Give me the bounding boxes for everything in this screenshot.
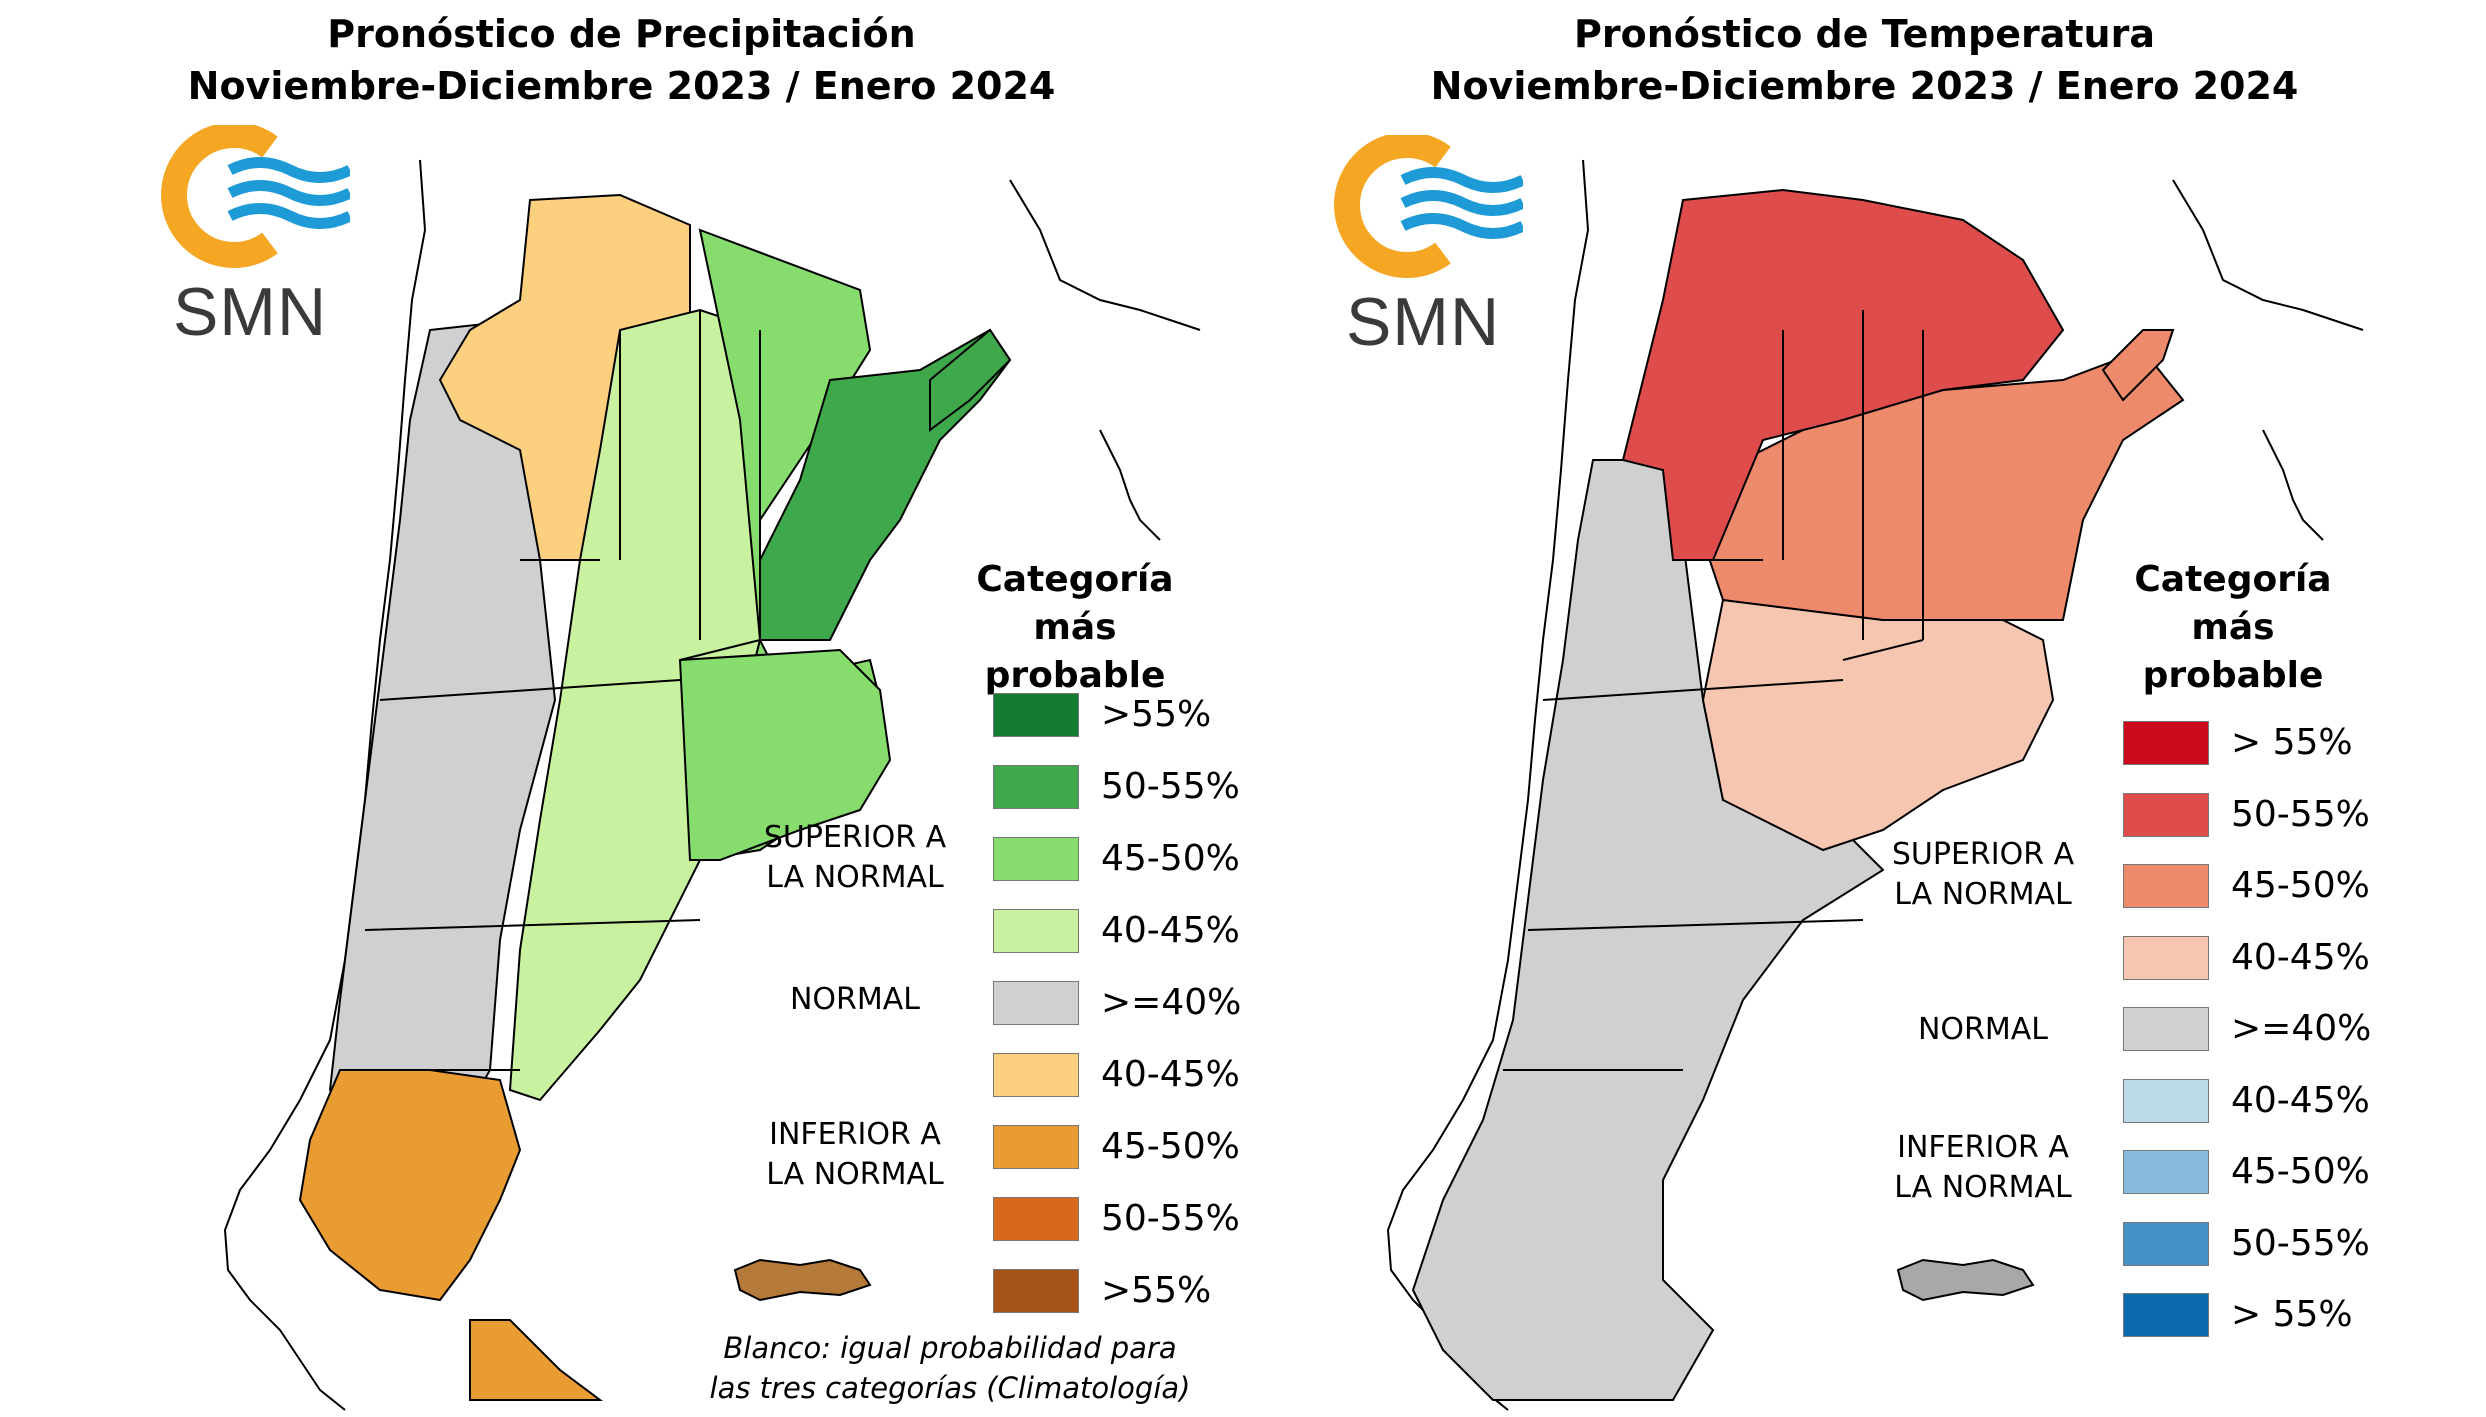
legend-label: >55% — [1101, 1270, 1212, 1311]
legend-label: 40-45% — [1101, 910, 1240, 951]
uruguay-coast — [2262, 429, 2324, 541]
legend-label: >55% — [1101, 694, 1212, 735]
legend-label: 50-55% — [2231, 793, 2370, 835]
uruguay-brazil-coast — [1009, 179, 1201, 331]
temp-normal-category: NORMAL — [1917, 1012, 2049, 1047]
legend-swatch — [993, 1197, 1079, 1241]
legend-swatch — [2123, 1150, 2209, 1194]
temp-upper-line2: LA NORMAL — [1894, 877, 2072, 912]
temp-legend-title-line2: probable — [2142, 655, 2324, 696]
precip-legend-title: Categoría más probable — [935, 556, 1215, 700]
smn-logo-mark — [1334, 132, 1526, 278]
precip-legend-title-line2: probable — [984, 655, 1166, 696]
legend-swatch — [993, 981, 1079, 1025]
temp-legend-title-line1: Categoría más — [2134, 559, 2332, 648]
temp-upper-category: SUPERIOR A LA NORMAL — [1883, 835, 2083, 915]
legend-swatch — [2123, 1007, 2209, 1051]
legend-swatch — [993, 1269, 1079, 1313]
legend-label: 40-45% — [2231, 1079, 2370, 1121]
legend-swatch — [2123, 1221, 2209, 1266]
region-orange-south — [298, 1069, 522, 1302]
legend-swatch — [2123, 1078, 2209, 1123]
precip-title: Pronóstico de Precipitación — [327, 12, 916, 56]
region-lightsalmon-pampa — [1701, 598, 2055, 852]
legend-label: 45-50% — [2231, 865, 2370, 906]
legend-label: 40-45% — [1101, 1054, 1240, 1095]
smn-logo-mark — [161, 122, 353, 268]
temp-upper-line1: SUPERIOR A — [1891, 837, 2075, 872]
precip-upper-line1: SUPERIOR A — [763, 820, 947, 855]
malvinas-islands — [733, 1258, 872, 1302]
province-borders — [340, 310, 761, 1071]
precip-subtitle: Noviembre-Diciembre 2023 / Enero 2024 — [187, 64, 1056, 108]
precip-legend-title-line1: Categoría más — [976, 559, 1174, 648]
legend-label: >=40% — [2231, 1008, 2372, 1049]
uruguay-coast — [1099, 429, 1161, 541]
legend-swatch — [2123, 792, 2209, 837]
smn-logo-text: SMN — [1345, 284, 1501, 360]
smn-logo: SMN — [150, 122, 353, 355]
legend-swatch — [993, 837, 1079, 881]
legend-label: 40-45% — [2231, 936, 2370, 978]
legend-label: > 55% — [2231, 722, 2353, 763]
precipitation-panel: Pronóstico de Precipitación Noviembre-Di… — [150, 12, 1242, 1411]
legend-swatch — [993, 909, 1079, 953]
legend-label: 45-50% — [2231, 1151, 2370, 1192]
region-red-north — [1621, 188, 2065, 561]
precip-lower-line1: INFERIOR A — [769, 1117, 941, 1152]
region-orange-tierradelfuego — [469, 1319, 603, 1401]
smn-logo-text: SMN — [172, 274, 328, 350]
legend-swatch — [993, 1125, 1079, 1169]
legend-swatch — [993, 693, 1079, 737]
temperature-panel: Pronóstico de Temperatura Noviembre-Dici… — [1243, 0, 2486, 1417]
region-salmon-misiones — [2101, 329, 2175, 402]
climatology-note: Blanco: igual probabilidad para las tres… — [690, 1328, 1210, 1408]
legend-label: > 55% — [2231, 1294, 2353, 1335]
chile-coastline — [223, 159, 427, 1411]
region-darkgreen-misiones — [929, 328, 1012, 432]
legend-swatch — [2123, 864, 2209, 908]
malvinas-islands — [1896, 1258, 2035, 1302]
province-borders — [1503, 310, 1924, 1071]
note-line1: Blanco: igual probabilidad para — [723, 1331, 1177, 1365]
precip-normal-category: NORMAL — [789, 982, 921, 1017]
region-green-buenosaires — [678, 648, 892, 861]
temperature-map — [1386, 159, 2364, 1411]
temp-subtitle: Noviembre-Diciembre 2023 / Enero 2024 — [1430, 64, 2299, 108]
temp-legend-title: Categoría más probable — [2093, 556, 2373, 700]
temp-lower-line2: LA NORMAL — [1894, 1170, 2072, 1205]
legend-label: 45-50% — [1101, 1126, 1240, 1167]
precip-lower-category: INFERIOR A LA NORMAL — [755, 1115, 955, 1195]
note-line2: las tres categorías (Climatología) — [709, 1371, 1191, 1405]
legend-swatch — [2123, 1293, 2209, 1337]
smn-logo: SMN — [1323, 132, 1526, 365]
uruguay-brazil-coast — [2172, 179, 2364, 331]
precipitation-map — [223, 159, 1201, 1411]
legend-swatch — [2123, 721, 2209, 765]
legend-swatch — [2123, 935, 2209, 980]
temp-lower-line1: INFERIOR A — [1897, 1130, 2069, 1165]
temp-lower-category: INFERIOR A LA NORMAL — [1883, 1128, 2083, 1208]
legend-label: 50-55% — [1101, 1198, 1240, 1239]
legend-swatch — [993, 765, 1079, 809]
precip-upper-category: SUPERIOR A LA NORMAL — [755, 818, 955, 898]
precip-upper-line2: LA NORMAL — [766, 860, 944, 895]
legend-label: 45-50% — [1101, 838, 1240, 879]
legend-label: 50-55% — [2231, 1222, 2370, 1264]
legend-swatch — [993, 1053, 1079, 1097]
legend-label: >=40% — [1101, 982, 1242, 1023]
precip-lower-line2: LA NORMAL — [766, 1157, 944, 1192]
legend-label: 50-55% — [1101, 766, 1240, 807]
temp-title: Pronóstico de Temperatura — [1574, 12, 2155, 56]
